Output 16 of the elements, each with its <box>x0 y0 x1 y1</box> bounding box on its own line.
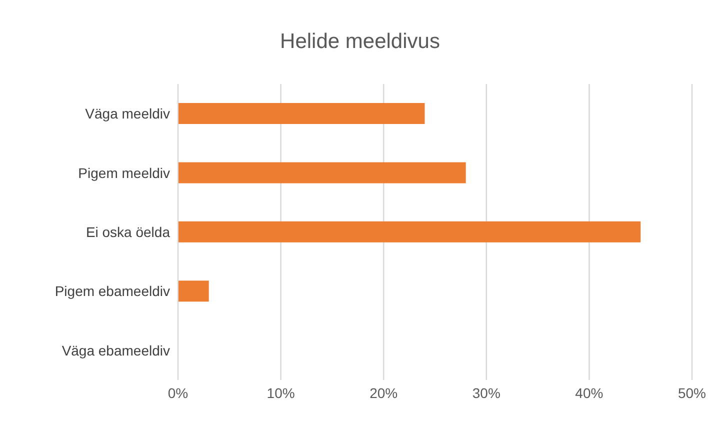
x-tick-label: 40% <box>575 384 604 401</box>
bar <box>178 162 466 184</box>
y-tick-label: Väga ebameeldiv <box>62 342 170 358</box>
chart-title: Helide meeldivus <box>279 30 441 54</box>
y-tick-label: Väga meeldiv <box>85 106 170 122</box>
y-tick-label: Pigem ebameeldiv <box>54 283 170 300</box>
bar <box>178 103 425 124</box>
bar <box>178 221 641 242</box>
y-tick-label: Pigem meeldiv <box>78 164 170 181</box>
y-tick-label: Ei oska öelda <box>86 224 170 240</box>
x-tick-label: 30% <box>472 384 500 401</box>
x-tick-label: 0% <box>168 384 188 401</box>
bar <box>178 280 209 302</box>
x-tick-label: 50% <box>678 384 706 401</box>
x-tick-label: 10% <box>266 384 295 401</box>
x-tick-label: 20% <box>370 384 398 401</box>
